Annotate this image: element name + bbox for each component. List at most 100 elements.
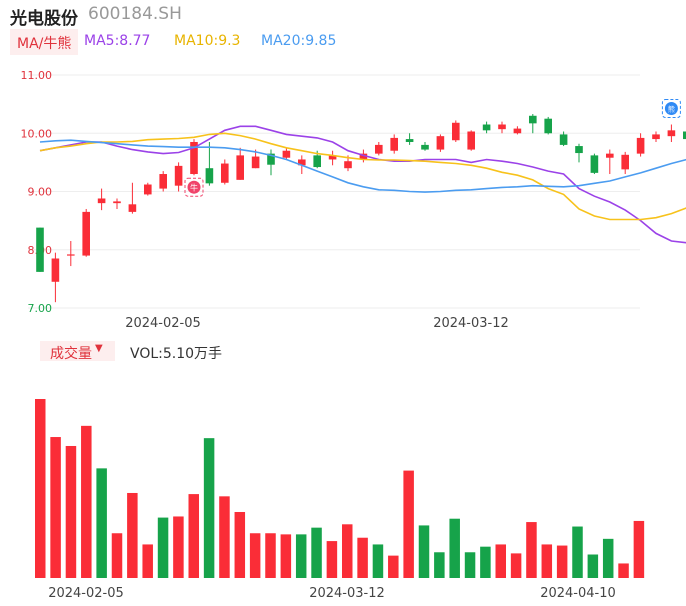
candle[interactable] (190, 139, 198, 176)
volume-bar[interactable] (572, 526, 583, 578)
volume-bar[interactable] (403, 470, 414, 578)
candle[interactable] (498, 121, 506, 134)
stock-name: 光电股份 (10, 9, 78, 29)
volume-bar[interactable] (311, 527, 322, 578)
volume-bar[interactable] (81, 425, 92, 578)
volume-bar[interactable] (219, 496, 230, 578)
candle[interactable] (575, 143, 583, 163)
x-tick-label: 2024-02-05 (48, 586, 124, 601)
volume-bar[interactable] (295, 534, 307, 578)
candle[interactable] (159, 171, 167, 192)
volume-bar[interactable] (326, 541, 338, 578)
volume-chart[interactable]: 2024-02-05 2024-03-12 2024-04-10 (0, 366, 686, 606)
candle-body (313, 155, 321, 168)
candle[interactable] (606, 149, 614, 175)
candle[interactable] (51, 252, 60, 303)
ma10-legend: MA10:9.3 (174, 33, 241, 49)
candle[interactable] (267, 149, 275, 176)
candle[interactable] (452, 120, 460, 142)
volume-bar[interactable] (602, 538, 614, 578)
candle-body (513, 128, 522, 134)
candle[interactable] (405, 133, 414, 145)
candle[interactable] (652, 131, 660, 142)
candle[interactable] (621, 151, 629, 175)
bull-marker[interactable]: 牛 (184, 177, 204, 197)
volume-bar[interactable] (142, 544, 153, 578)
candle[interactable] (436, 134, 445, 152)
volume-bar[interactable] (449, 518, 460, 578)
volume-bar[interactable] (495, 544, 507, 578)
volume-bar[interactable] (280, 534, 292, 578)
candle[interactable] (467, 130, 475, 151)
volume-bar[interactable] (618, 563, 629, 578)
candle[interactable] (529, 114, 537, 134)
candle-body (298, 159, 306, 166)
candle[interactable] (174, 162, 183, 192)
volume-bar[interactable] (633, 520, 645, 578)
volume-bar[interactable] (464, 552, 476, 578)
candle[interactable] (667, 124, 676, 142)
volume-bar[interactable] (35, 399, 46, 578)
candle[interactable] (97, 188, 106, 211)
candle[interactable] (36, 227, 44, 272)
candle[interactable] (236, 147, 244, 180)
volume-bar[interactable] (157, 517, 169, 578)
candle-body (621, 154, 629, 170)
volume-indicator-label[interactable]: 成交量 (50, 346, 92, 362)
candle[interactable] (144, 182, 152, 196)
candle[interactable] (375, 141, 383, 156)
volume-bar[interactable] (173, 516, 184, 578)
volume-bar[interactable] (249, 533, 261, 578)
candle[interactable] (482, 121, 491, 134)
candle[interactable] (683, 129, 686, 142)
candle[interactable] (513, 126, 522, 135)
volume-bar[interactable] (111, 533, 123, 578)
caret-down-icon[interactable]: ▼ (95, 343, 103, 354)
volume-bar[interactable] (526, 522, 537, 578)
candle[interactable] (559, 131, 568, 147)
volume-bar[interactable] (587, 554, 599, 578)
candle-body (205, 168, 214, 184)
candle[interactable] (282, 147, 291, 160)
volume-bar[interactable] (372, 544, 384, 578)
candle[interactable] (205, 141, 214, 186)
volume-bar[interactable] (556, 545, 568, 578)
volume-bar[interactable] (65, 445, 77, 578)
candle[interactable] (328, 150, 337, 166)
stock-code: 600184.SH (88, 4, 182, 24)
volume-bar[interactable] (96, 468, 107, 578)
volume-bar[interactable] (418, 525, 430, 578)
candle[interactable] (82, 208, 90, 257)
volume-bar[interactable] (188, 494, 200, 578)
ma-line-ma10 (39, 132, 686, 221)
volume-bar[interactable] (265, 533, 276, 578)
volume-bar[interactable] (357, 537, 368, 578)
candle[interactable] (421, 141, 429, 151)
candle[interactable] (390, 134, 398, 154)
volume-bar[interactable] (434, 552, 445, 578)
volume-bar[interactable] (510, 553, 522, 578)
volume-bar[interactable] (541, 544, 553, 578)
candle[interactable] (113, 198, 121, 209)
volume-bar[interactable] (480, 546, 491, 578)
ma-indicator-label[interactable]: MA/牛熊 (17, 36, 72, 52)
volume-bar[interactable] (388, 555, 399, 578)
candle[interactable] (636, 133, 645, 157)
bear-marker[interactable]: 熊 (661, 99, 681, 119)
volume-bar[interactable] (127, 492, 138, 578)
candle-body (452, 122, 460, 141)
candle[interactable] (221, 159, 229, 185)
volume-bar[interactable] (234, 511, 246, 578)
candle-body (390, 137, 398, 151)
candle[interactable] (67, 241, 75, 267)
volume-bar[interactable] (203, 438, 215, 578)
candle[interactable] (544, 116, 552, 135)
candle[interactable] (128, 182, 137, 214)
candle-body (267, 153, 275, 165)
volume-bar[interactable] (50, 437, 61, 578)
ma-indicator-button[interactable] (10, 29, 78, 55)
candle[interactable] (590, 153, 599, 175)
volume-bar[interactable] (342, 524, 353, 578)
volume-indicator-button[interactable] (40, 341, 115, 361)
